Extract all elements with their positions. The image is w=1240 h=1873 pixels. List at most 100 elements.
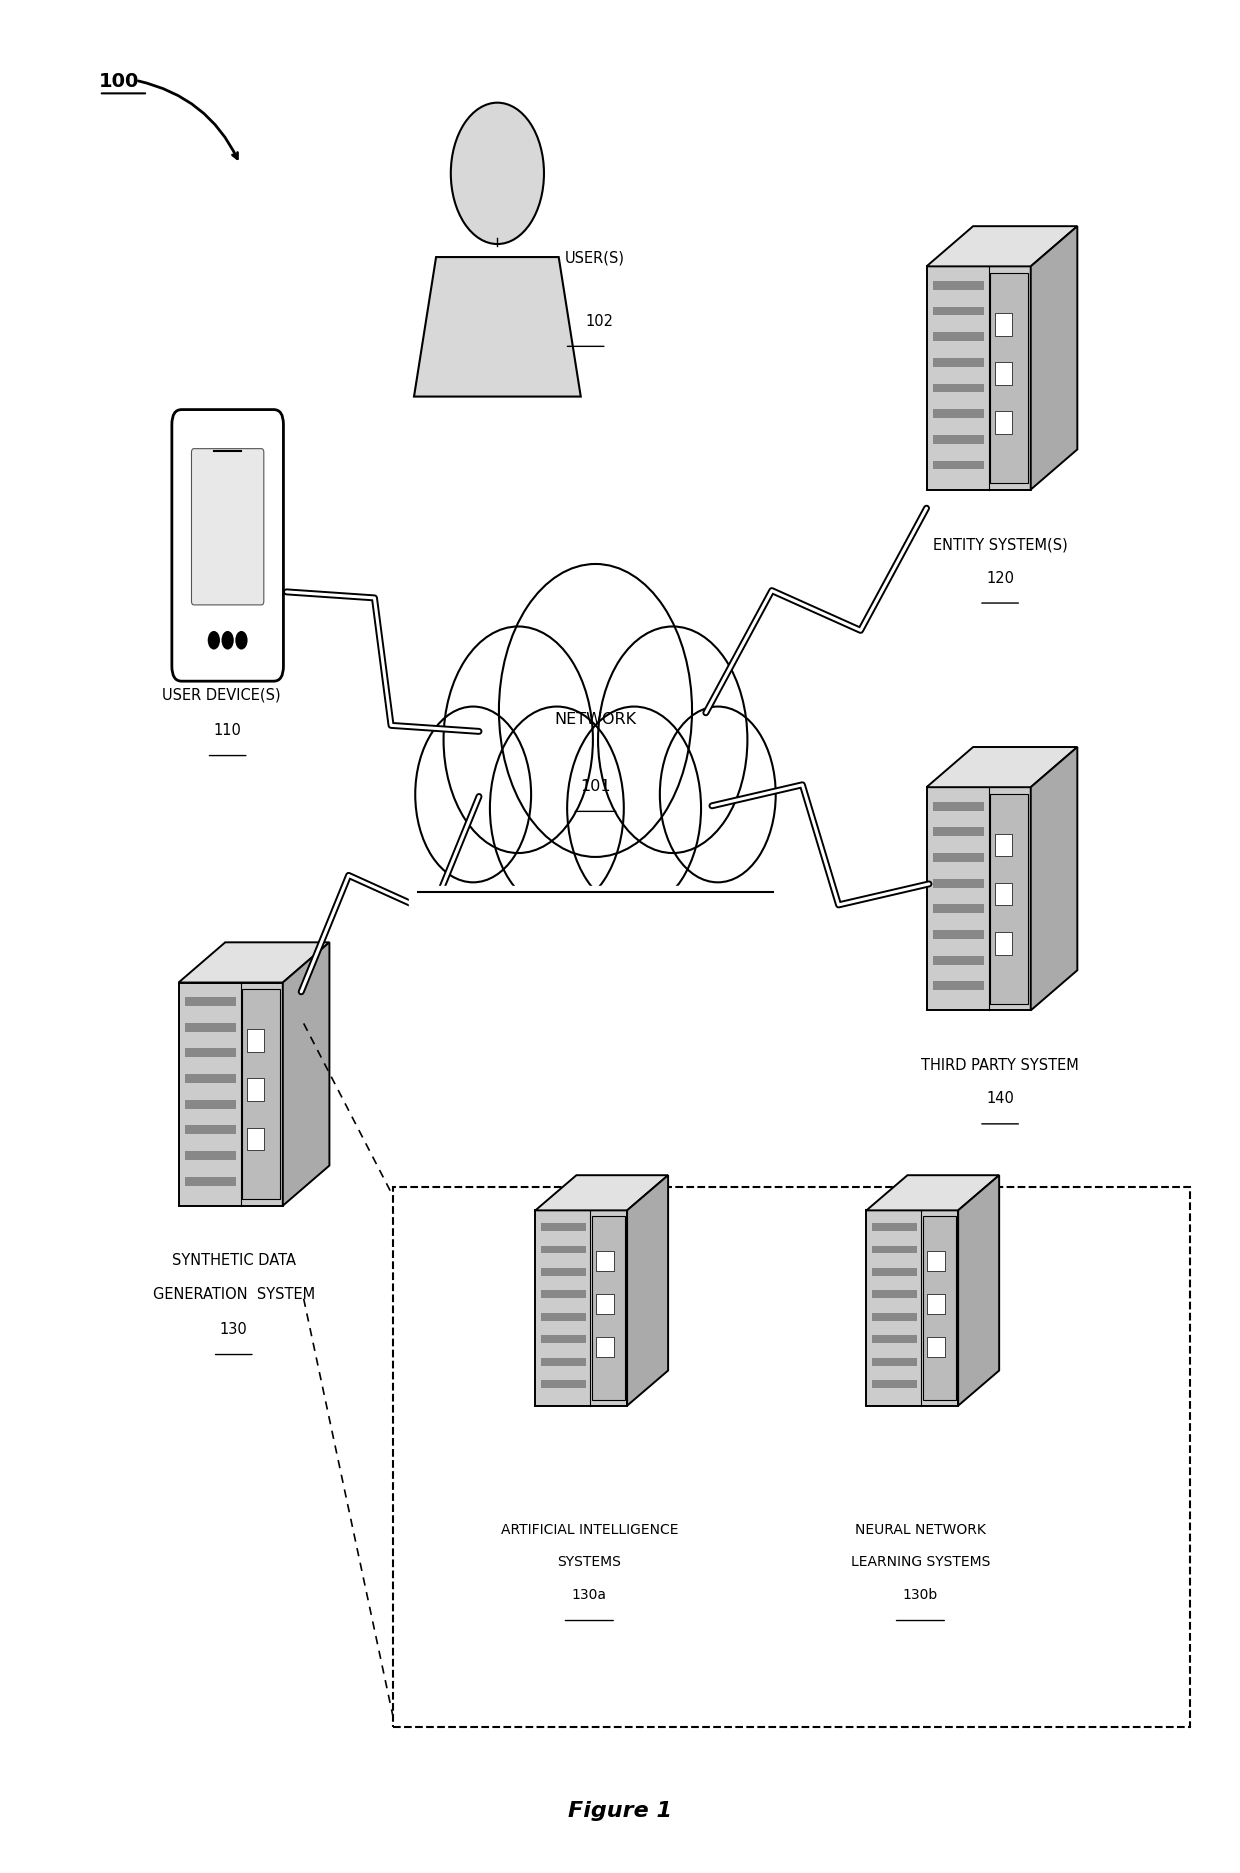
Polygon shape <box>932 981 985 991</box>
Text: 130: 130 <box>219 1320 248 1335</box>
Polygon shape <box>541 1246 585 1253</box>
Polygon shape <box>996 412 1012 435</box>
Polygon shape <box>926 227 1078 268</box>
Polygon shape <box>1030 227 1078 491</box>
Polygon shape <box>991 273 1028 483</box>
Text: ENTITY SYSTEM(S): ENTITY SYSTEM(S) <box>932 538 1068 553</box>
Polygon shape <box>872 1290 916 1298</box>
Text: 140: 140 <box>986 1090 1014 1105</box>
Polygon shape <box>541 1313 585 1320</box>
Polygon shape <box>283 942 330 1206</box>
Polygon shape <box>179 942 330 983</box>
Polygon shape <box>872 1313 916 1320</box>
Polygon shape <box>932 461 985 470</box>
FancyBboxPatch shape <box>393 1187 1190 1727</box>
Polygon shape <box>627 1176 668 1407</box>
Polygon shape <box>996 835 1012 858</box>
Text: NEURAL NETWORK: NEURAL NETWORK <box>854 1523 986 1536</box>
Polygon shape <box>928 1294 945 1315</box>
Polygon shape <box>932 281 985 290</box>
Polygon shape <box>179 983 283 1206</box>
Circle shape <box>444 627 593 854</box>
Polygon shape <box>185 1126 237 1135</box>
Text: 100: 100 <box>99 71 139 92</box>
Text: Figure 1: Figure 1 <box>568 1800 672 1819</box>
Polygon shape <box>409 886 782 936</box>
Text: 120: 120 <box>986 569 1014 584</box>
Polygon shape <box>932 333 985 343</box>
Text: GENERATION  SYSTEM: GENERATION SYSTEM <box>153 1287 315 1302</box>
Polygon shape <box>932 410 985 420</box>
Polygon shape <box>185 998 237 1006</box>
Polygon shape <box>932 360 985 367</box>
Polygon shape <box>932 931 985 940</box>
Polygon shape <box>932 802 985 811</box>
Polygon shape <box>872 1380 916 1388</box>
Circle shape <box>567 708 701 910</box>
Circle shape <box>222 631 234 650</box>
Polygon shape <box>996 363 1012 386</box>
Text: USER(S): USER(S) <box>565 251 625 266</box>
FancyBboxPatch shape <box>191 450 264 605</box>
Text: USER DEVICE(S): USER DEVICE(S) <box>162 687 280 702</box>
Polygon shape <box>932 436 985 444</box>
Polygon shape <box>541 1380 585 1388</box>
Text: ARTIFICIAL INTELLIGENCE: ARTIFICIAL INTELLIGENCE <box>501 1523 678 1536</box>
Polygon shape <box>932 828 985 837</box>
Text: 130b: 130b <box>903 1586 937 1601</box>
Polygon shape <box>185 1099 237 1109</box>
Text: 130a: 130a <box>572 1586 606 1601</box>
Polygon shape <box>414 258 580 397</box>
Polygon shape <box>541 1290 585 1298</box>
Polygon shape <box>932 384 985 393</box>
Polygon shape <box>242 989 280 1199</box>
Circle shape <box>451 103 544 245</box>
Circle shape <box>660 708 776 882</box>
Polygon shape <box>926 789 1030 1011</box>
Text: 102: 102 <box>585 313 614 328</box>
Circle shape <box>415 708 531 882</box>
Circle shape <box>490 708 624 910</box>
Polygon shape <box>541 1335 585 1343</box>
Polygon shape <box>541 1268 585 1276</box>
Polygon shape <box>932 878 985 888</box>
Polygon shape <box>872 1223 916 1231</box>
Polygon shape <box>541 1223 585 1231</box>
Polygon shape <box>923 1217 956 1401</box>
Polygon shape <box>872 1358 916 1365</box>
Polygon shape <box>247 1030 264 1053</box>
Polygon shape <box>185 1152 237 1161</box>
Polygon shape <box>991 794 1028 1004</box>
Text: 110: 110 <box>213 723 242 738</box>
Text: 101: 101 <box>580 779 611 794</box>
Polygon shape <box>185 1075 237 1083</box>
Polygon shape <box>926 268 1030 491</box>
Polygon shape <box>596 1337 614 1358</box>
Polygon shape <box>932 905 985 914</box>
Polygon shape <box>185 1176 237 1186</box>
Polygon shape <box>959 1176 999 1407</box>
Polygon shape <box>536 1210 627 1407</box>
Polygon shape <box>867 1210 959 1407</box>
Polygon shape <box>867 1176 999 1210</box>
Polygon shape <box>872 1268 916 1276</box>
Text: THIRD PARTY SYSTEM: THIRD PARTY SYSTEM <box>921 1058 1079 1073</box>
Polygon shape <box>591 1217 625 1401</box>
Polygon shape <box>596 1251 614 1272</box>
Polygon shape <box>932 854 985 862</box>
Text: SYSTEMS: SYSTEMS <box>558 1555 621 1568</box>
Polygon shape <box>247 1128 264 1150</box>
Circle shape <box>208 631 219 650</box>
Polygon shape <box>996 933 1012 955</box>
Polygon shape <box>996 884 1012 907</box>
Polygon shape <box>926 747 1078 789</box>
Polygon shape <box>185 1049 237 1058</box>
Text: LEARNING SYSTEMS: LEARNING SYSTEMS <box>851 1555 990 1568</box>
Circle shape <box>598 627 748 854</box>
Polygon shape <box>596 1294 614 1315</box>
Polygon shape <box>928 1337 945 1358</box>
Polygon shape <box>872 1335 916 1343</box>
FancyBboxPatch shape <box>172 410 284 682</box>
Polygon shape <box>1030 747 1078 1011</box>
Text: NETWORK: NETWORK <box>554 712 636 727</box>
